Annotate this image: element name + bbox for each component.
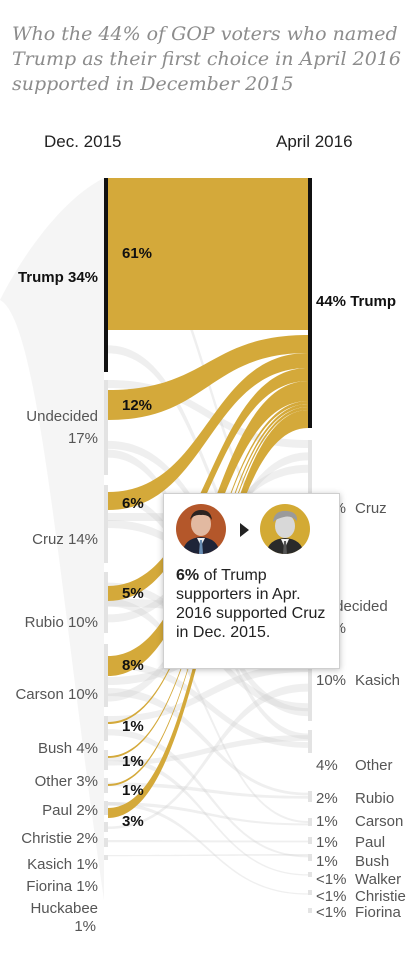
left-label-other: Other 3%: [35, 773, 98, 790]
right-pct-fiorina: <1%: [316, 904, 346, 921]
left-label-huckabee: Huckabee: [30, 900, 98, 917]
left-label-fiorina: Fiorina 1%: [26, 878, 98, 895]
flow-label-cruz: 6%: [122, 495, 144, 512]
right-node-other: [308, 730, 312, 753]
left-column-header: Dec. 2015: [44, 132, 122, 151]
right-label-other: Other: [355, 757, 393, 774]
left-label-carson: Carson 10%: [15, 686, 98, 703]
right-pct-paul: 1%: [316, 834, 338, 851]
left-label-cruz: Cruz 14%: [32, 531, 98, 548]
left-node-cruz: [104, 485, 108, 563]
trump-flow-cruz: [108, 353, 308, 510]
right-label-bush: Bush: [355, 853, 389, 870]
left-pct-undecided: 17%: [68, 430, 98, 447]
right-label-trump: 44% Trump: [316, 293, 396, 310]
right-node-kasich: [308, 664, 312, 721]
background-flow: [108, 598, 308, 823]
trump-flow-trump: [108, 178, 308, 330]
tooltip-pct: 6%: [176, 567, 200, 584]
right-label-cruz: Cruz: [355, 500, 387, 517]
flow-label-christie: 3%: [122, 813, 144, 830]
right-label-carson: Carson: [355, 813, 403, 830]
left-label-trump: Trump 34%: [18, 269, 98, 286]
right-node-rubio: [308, 791, 312, 802]
background-flow: [108, 782, 308, 799]
background-flow: [108, 729, 308, 858]
left-pct-huckabee: 1%: [74, 918, 96, 935]
tooltip-text: 6% of Trump supporters in Apr. 2016 supp…: [176, 566, 334, 642]
background-flow: [108, 840, 308, 843]
background-flow: [108, 802, 308, 826]
right-label-kasich: Kasich: [355, 672, 400, 689]
right-node-trump: [308, 178, 312, 428]
right-node-fiorina: [308, 908, 312, 913]
left-label-bush: Bush 4%: [38, 740, 98, 757]
left-node-huckabee: [104, 855, 108, 860]
right-label-christie: Christie: [355, 888, 406, 905]
left-node-kasich: [104, 822, 108, 832]
trump-avatar-icon: [260, 504, 310, 554]
arrow-right-icon: [240, 523, 249, 537]
right-node-walker: [308, 872, 312, 877]
flow-label-rubio: 5%: [122, 585, 144, 602]
left-node-undecided: [104, 380, 108, 475]
chart-title: Who the 44% of GOP voters who named Trum…: [12, 23, 402, 95]
right-column-header: April 2016: [276, 132, 353, 151]
flow-label-undecided: 12%: [122, 397, 152, 414]
cruz-avatar-icon: [176, 504, 226, 554]
right-pct-kasich: 10%: [316, 672, 346, 689]
right-pct-rubio: 2%: [316, 790, 338, 807]
left-label-undecided: Undecided: [26, 408, 98, 425]
right-pct-walker: <1%: [316, 871, 346, 888]
right-pct-bush: 1%: [316, 853, 338, 870]
flow-label-carson: 8%: [122, 657, 144, 674]
right-pct-other: 4%: [316, 757, 338, 774]
left-label-christie: Christie 2%: [21, 830, 98, 847]
flow-label-bush: 1%: [122, 718, 144, 735]
left-label-paul: Paul 2%: [42, 802, 98, 819]
background-band: [0, 178, 104, 900]
left-node-carson: [104, 644, 108, 707]
background-flow: [108, 380, 308, 448]
left-label-rubio: Rubio 10%: [25, 614, 98, 631]
right-node-christie: [308, 890, 312, 895]
trump-flow-undecided: [108, 335, 308, 420]
flow-label-trump: 61%: [122, 245, 152, 262]
right-node-bush: [308, 854, 312, 861]
background-flow: [108, 660, 308, 748]
left-node-rubio: [104, 572, 108, 633]
background-flow: [108, 854, 308, 857]
right-label-paul: Paul: [355, 834, 385, 851]
right-pct-carson: 1%: [316, 813, 338, 830]
left-node-christie: [104, 801, 108, 815]
left-node-trump: [104, 178, 108, 372]
background-flow: [108, 756, 308, 876]
left-label-kasich: Kasich 1%: [27, 856, 98, 873]
left-node-paul: [104, 778, 108, 793]
right-label-rubio: Rubio: [355, 790, 394, 807]
background-flow: [108, 802, 308, 895]
background-flow: [108, 683, 308, 829]
left-node-bush: [104, 716, 108, 741]
flow-label-paul: 1%: [122, 782, 144, 799]
right-pct-christie: <1%: [316, 888, 346, 905]
tooltip-body: of Trump supporters in Apr. 2016 support…: [176, 567, 326, 641]
background-flow: [108, 664, 308, 723]
left-node-fiorina: [104, 838, 108, 847]
right-label-walker: Walker: [355, 871, 401, 888]
background-flow: [108, 688, 308, 796]
right-label-fiorina: Fiorina: [355, 904, 402, 921]
right-node-carson: [308, 818, 312, 826]
right-node-paul: [308, 837, 312, 844]
left-node-other: [104, 750, 108, 770]
tooltip: 6% of Trump supporters in Apr. 2016 supp…: [163, 493, 340, 669]
background-flow: [108, 735, 308, 766]
flow-label-other: 1%: [122, 753, 144, 770]
background-flow: [108, 345, 308, 597]
